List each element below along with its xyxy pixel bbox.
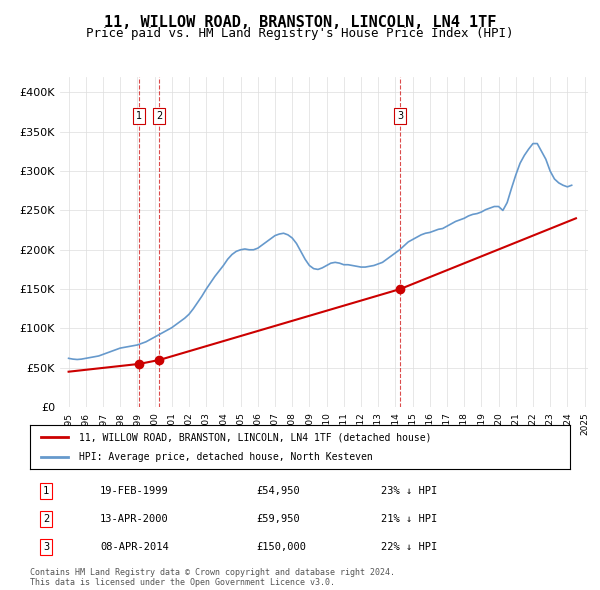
Text: 1: 1 — [43, 486, 49, 496]
Text: Contains HM Land Registry data © Crown copyright and database right 2024.
This d: Contains HM Land Registry data © Crown c… — [30, 568, 395, 587]
Text: 2: 2 — [43, 514, 49, 524]
Text: 11, WILLOW ROAD, BRANSTON, LINCOLN, LN4 1TF (detached house): 11, WILLOW ROAD, BRANSTON, LINCOLN, LN4 … — [79, 432, 431, 442]
Text: 23% ↓ HPI: 23% ↓ HPI — [381, 486, 437, 496]
Text: 11, WILLOW ROAD, BRANSTON, LINCOLN, LN4 1TF: 11, WILLOW ROAD, BRANSTON, LINCOLN, LN4 … — [104, 15, 496, 30]
Text: 3: 3 — [397, 111, 403, 121]
Text: 21% ↓ HPI: 21% ↓ HPI — [381, 514, 437, 524]
Text: 08-APR-2014: 08-APR-2014 — [100, 542, 169, 552]
Text: HPI: Average price, detached house, North Kesteven: HPI: Average price, detached house, Nort… — [79, 452, 373, 461]
Text: 22% ↓ HPI: 22% ↓ HPI — [381, 542, 437, 552]
Text: Price paid vs. HM Land Registry's House Price Index (HPI): Price paid vs. HM Land Registry's House … — [86, 27, 514, 40]
Text: 2: 2 — [156, 111, 163, 121]
Text: 19-FEB-1999: 19-FEB-1999 — [100, 486, 169, 496]
Text: £59,950: £59,950 — [257, 514, 301, 524]
Text: 1: 1 — [136, 111, 143, 121]
Text: £150,000: £150,000 — [257, 542, 307, 552]
Text: 3: 3 — [43, 542, 49, 552]
Text: £54,950: £54,950 — [257, 486, 301, 496]
Text: 13-APR-2000: 13-APR-2000 — [100, 514, 169, 524]
